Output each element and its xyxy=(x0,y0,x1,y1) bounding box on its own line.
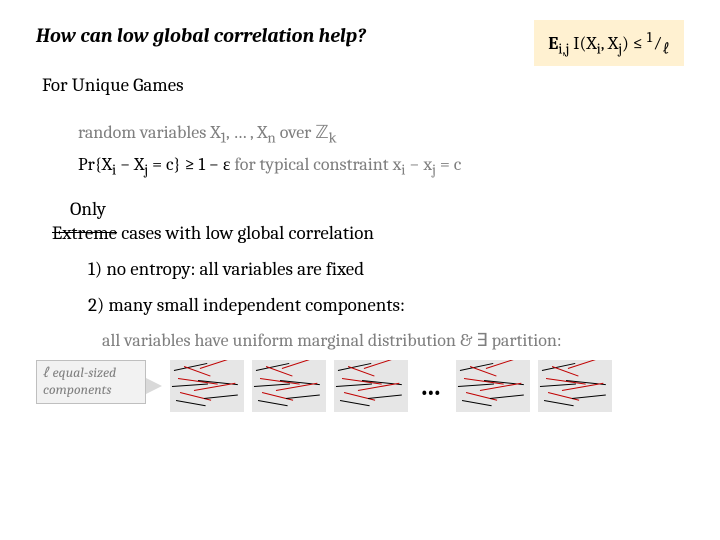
scribble-line xyxy=(286,394,320,399)
scribble-line xyxy=(458,383,494,387)
scribble-line xyxy=(184,366,211,377)
scribble-line xyxy=(551,366,578,377)
callout-components: ℓ equal-sized components xyxy=(36,360,146,404)
scribble-line xyxy=(572,394,606,399)
subtitle-unique-games: For Unique Games xyxy=(42,74,184,96)
scribble-line xyxy=(172,383,208,387)
ellipsis-icon: … xyxy=(416,370,448,402)
only-label: Only xyxy=(70,198,106,220)
scribble-line xyxy=(368,394,402,399)
scribble-line xyxy=(344,392,375,401)
scribble-line xyxy=(462,400,492,407)
pr-gray-part: for typical constraint xi − xj = c xyxy=(234,154,461,175)
scribble-line xyxy=(336,383,372,387)
scribble-line xyxy=(258,400,288,407)
pr-black-part: Pr{Xi − Xj = c} ≥ 1 − ε xyxy=(78,154,234,175)
scribble-line xyxy=(544,400,574,407)
extreme-rest: cases with low global correlation xyxy=(117,222,374,244)
scribble-line xyxy=(469,366,496,377)
callout-pointer-icon xyxy=(146,378,162,394)
components-row: … xyxy=(170,360,612,412)
scribble-line xyxy=(266,366,293,377)
scribble-line xyxy=(204,394,238,399)
component-box xyxy=(252,360,326,412)
uniform-partition-line: all variables have uniform marginal dist… xyxy=(102,330,562,351)
component-box xyxy=(334,360,408,412)
scribble-line xyxy=(340,400,370,407)
scribble-line xyxy=(180,392,211,401)
scribble-line xyxy=(176,400,206,407)
scribble-line xyxy=(547,392,578,401)
scribble-line xyxy=(262,392,293,401)
probability-constraint-line: Pr{Xi − Xj = c} ≥ 1 − ε for typical cons… xyxy=(78,154,461,179)
extreme-strikethrough: Extreme xyxy=(52,222,117,244)
scribble-line xyxy=(540,383,576,387)
component-box xyxy=(456,360,530,412)
case-2: 2) many small independent components: xyxy=(88,294,405,316)
scribble-line xyxy=(490,394,524,399)
scribble-line xyxy=(348,366,375,377)
random-variables-line: random variables X1, … , Xn over ℤk xyxy=(78,122,337,147)
scribble-line xyxy=(254,383,290,387)
extreme-cases-line: Extreme cases with low global correlatio… xyxy=(52,222,374,244)
slide-title: How can low global correlation help? xyxy=(36,24,366,47)
scribble-line xyxy=(465,392,496,401)
case-1: 1) no entropy: all variables are fixed xyxy=(88,258,364,280)
formula-highlight: Ei,j I(Xi, Xj) ≤ 1⁄ℓ xyxy=(534,20,684,66)
component-box xyxy=(170,360,244,412)
component-box xyxy=(538,360,612,412)
